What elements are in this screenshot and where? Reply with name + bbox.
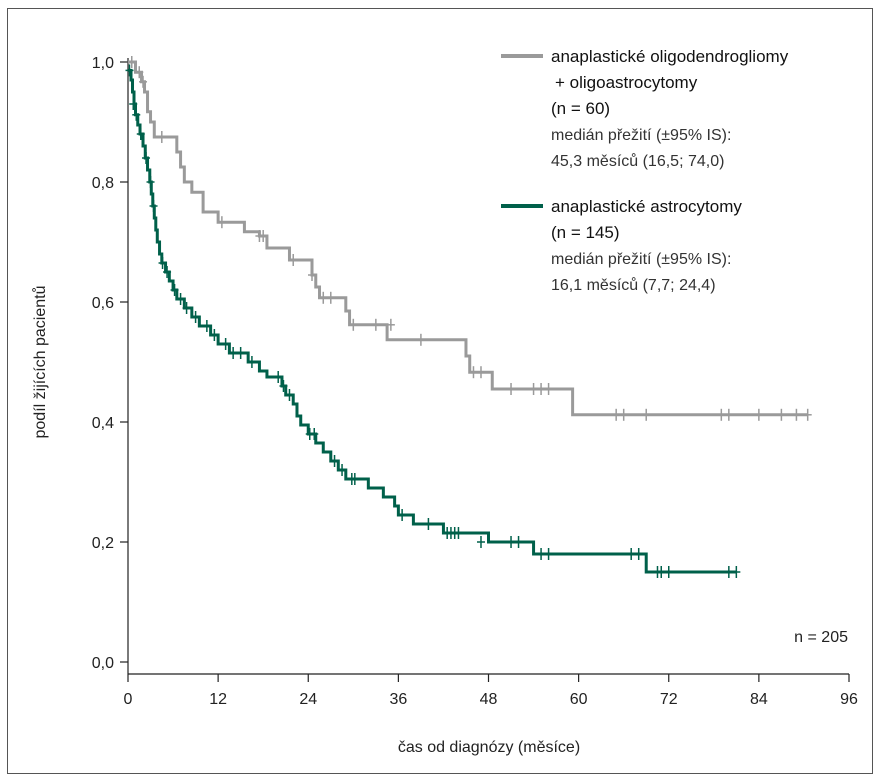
x-tick-label: 72 [660, 691, 678, 708]
y-tick-label: 1,0 [92, 55, 114, 72]
legend-label-oligo-line1: anaplastické oligodendrogliomy [551, 47, 789, 66]
n-total-annotation: n = 205 [794, 629, 848, 646]
chart-frame [7, 8, 873, 774]
legend: anaplastické oligodendrogliomy + oligoas… [501, 47, 789, 294]
x-tick-label: 84 [750, 691, 768, 708]
series-layer [125, 56, 812, 578]
y-tick-label: 0,8 [92, 175, 114, 192]
series-0 [127, 56, 812, 421]
series-1 [125, 64, 741, 578]
legend-median-oligo-title: medián přežití (±95% IS): [551, 127, 731, 144]
x-axis-title: čas od diagnózy (měsíce) [398, 739, 580, 756]
y-tick-label: 0,0 [92, 655, 114, 672]
axes: 0 12 24 36 48 60 72 84 96 0,0 0,2 0,4 0,6 0,8 1,0 [92, 55, 858, 708]
x-tick-label: 24 [299, 691, 317, 708]
x-tick-label: 96 [840, 691, 858, 708]
legend-label-oligo-n: (n = 60) [551, 99, 610, 118]
legend-label-astro-n: (n = 145) [551, 223, 620, 242]
survival-curve-0 [128, 60, 808, 417]
legend-label-oligo-line2: + oligoastrocytomy [555, 73, 698, 92]
x-tick-label: 48 [480, 691, 498, 708]
x-tick-label: 60 [570, 691, 588, 708]
legend-median-astro-value: 16,1 měsíců (7,7; 24,4) [551, 276, 716, 294]
legend-median-astro-title: medián přežití (±95% IS): [551, 251, 731, 268]
legend-label-astro-line1: anaplastické astrocytomy [551, 197, 742, 216]
y-tick-label: 0,6 [92, 295, 114, 312]
x-tick-label: 0 [124, 691, 133, 708]
x-tick-label: 36 [389, 691, 407, 708]
x-tick-label: 12 [209, 691, 227, 708]
y-tick-label: 0,2 [92, 535, 114, 552]
y-axis-title: podíl žijících pacientů [31, 286, 49, 439]
y-tick-label: 0,4 [92, 415, 114, 432]
survival-curve-1 [128, 68, 737, 574]
legend-median-oligo-value: 45,3 měsíců (16,5; 74,0) [551, 152, 724, 170]
